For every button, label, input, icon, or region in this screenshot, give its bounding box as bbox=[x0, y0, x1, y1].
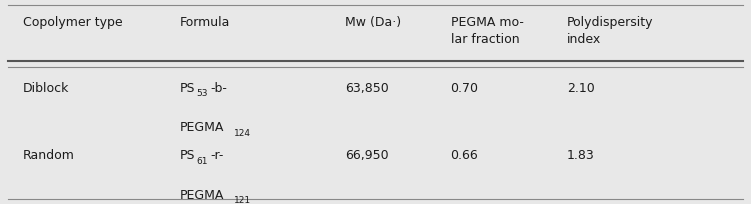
Text: 1.83: 1.83 bbox=[567, 149, 595, 162]
Text: 0.70: 0.70 bbox=[451, 82, 478, 95]
Text: 2.10: 2.10 bbox=[567, 82, 595, 95]
Text: PEGMA: PEGMA bbox=[180, 121, 225, 134]
Text: PEGMA mo-
lar fraction: PEGMA mo- lar fraction bbox=[451, 16, 523, 46]
Text: 63,850: 63,850 bbox=[345, 82, 389, 95]
Text: PEGMA: PEGMA bbox=[180, 189, 225, 202]
Text: Random: Random bbox=[23, 149, 74, 162]
Text: 66,950: 66,950 bbox=[345, 149, 389, 162]
Text: Mw (Da·): Mw (Da·) bbox=[345, 16, 402, 29]
Text: Polydispersity
index: Polydispersity index bbox=[567, 16, 653, 46]
Text: -b-: -b- bbox=[210, 82, 227, 95]
Text: PS: PS bbox=[180, 149, 196, 162]
Text: -r-: -r- bbox=[210, 149, 224, 162]
Text: Formula: Formula bbox=[180, 16, 231, 29]
Text: 124: 124 bbox=[234, 129, 252, 138]
Text: 61: 61 bbox=[197, 157, 208, 166]
Text: Diblock: Diblock bbox=[23, 82, 69, 95]
Text: PS: PS bbox=[180, 82, 196, 95]
Text: Copolymer type: Copolymer type bbox=[23, 16, 122, 29]
Text: 53: 53 bbox=[197, 89, 208, 98]
Text: 121: 121 bbox=[234, 196, 252, 204]
Text: 0.66: 0.66 bbox=[451, 149, 478, 162]
